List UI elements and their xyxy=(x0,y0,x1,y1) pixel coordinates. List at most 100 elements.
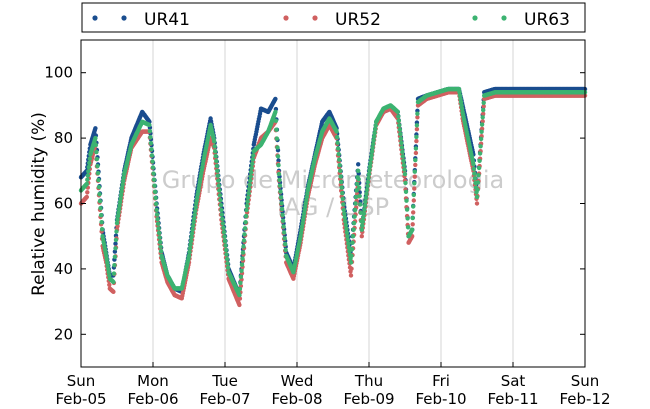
data-point-UR63 xyxy=(403,189,409,194)
data-point-UR63 xyxy=(237,292,242,298)
data-point-UR63 xyxy=(281,224,286,229)
x-tick-weekday: Thu xyxy=(354,372,383,390)
data-point-UR63 xyxy=(150,165,156,170)
data-point-UR63 xyxy=(220,221,226,226)
y-tick-label: 20 xyxy=(54,325,73,343)
data-point-UR63 xyxy=(156,226,161,231)
data-point-UR63 xyxy=(405,216,410,221)
x-tick-date: Feb-09 xyxy=(343,390,394,408)
data-point-UR63 xyxy=(475,180,481,185)
data-point-UR52 xyxy=(107,282,112,287)
data-point-UR63 xyxy=(342,211,347,216)
data-point-UR63 xyxy=(358,202,363,207)
data-point-UR63 xyxy=(212,139,217,144)
legend: UR41 UR52 UR63 xyxy=(81,2,586,33)
data-point-UR63 xyxy=(154,207,159,213)
data-point-UR63 xyxy=(368,156,374,162)
data-point-UR63 xyxy=(116,206,122,212)
data-point-UR63 xyxy=(362,207,367,212)
data-point-UR41 xyxy=(276,158,281,163)
data-point-UR63 xyxy=(111,271,117,276)
data-point-UR63 xyxy=(471,166,477,172)
data-point-UR63 xyxy=(119,189,124,194)
data-point-UR63 xyxy=(119,185,125,191)
data-point-UR63 xyxy=(335,140,340,145)
data-point-UR63 xyxy=(250,157,255,162)
data-point-UR63 xyxy=(366,171,372,177)
data-point-UR63 xyxy=(350,234,356,239)
data-point-UR63 xyxy=(104,253,109,258)
data-point-UR63 xyxy=(245,195,251,200)
data-point-UR63 xyxy=(158,249,164,254)
data-point-UR63 xyxy=(298,234,303,239)
data-point-UR63 xyxy=(239,262,245,267)
data-point-UR63 xyxy=(365,183,370,189)
data-point-UR63 xyxy=(357,185,362,190)
x-tick-weekday: Sun xyxy=(571,372,600,390)
data-point-UR63 xyxy=(193,208,198,214)
data-point-UR63 xyxy=(457,93,463,98)
y-axis-label: Relative humidity (%) xyxy=(29,112,49,296)
data-point-UR63 xyxy=(276,171,282,177)
data-point-UR63 xyxy=(401,163,407,168)
data-point-UR63 xyxy=(241,238,247,243)
legend-marker-UR63 xyxy=(472,15,478,21)
x-tick-date: Feb-11 xyxy=(487,390,538,408)
data-point-UR63 xyxy=(216,178,221,183)
data-point-UR63 xyxy=(336,151,341,157)
data-point-UR63 xyxy=(300,220,305,226)
data-point-UR63 xyxy=(402,171,408,177)
y-tick-label: 60 xyxy=(54,195,73,213)
data-point-UR63 xyxy=(360,219,365,224)
data-point-UR63 xyxy=(191,216,197,221)
data-point-UR63 xyxy=(96,184,102,190)
data-point-UR63 xyxy=(457,90,462,95)
data-point-UR63 xyxy=(481,100,486,106)
data-point-UR63 xyxy=(414,134,419,140)
watermark-line-1: Grupo de Micrometeorologia xyxy=(162,166,504,194)
data-point-UR52 xyxy=(359,234,364,239)
data-point-UR63 xyxy=(149,147,154,152)
data-point-UR63 xyxy=(97,192,102,197)
data-point-UR63 xyxy=(189,231,195,236)
data-point-UR63 xyxy=(216,183,221,188)
legend-marker-UR63 xyxy=(501,15,507,21)
legend-label-UR52: UR52 xyxy=(335,10,381,30)
data-point-UR63 xyxy=(246,191,251,196)
data-point-UR63 xyxy=(399,140,404,146)
data-point-UR63 xyxy=(243,213,249,219)
data-point-UR63 xyxy=(190,223,196,229)
data-point-UR63 xyxy=(361,215,366,220)
data-point-UR63 xyxy=(192,212,197,217)
data-point-UR63 xyxy=(403,180,408,186)
data-point-UR63 xyxy=(361,211,367,216)
data-point-UR63 xyxy=(414,123,420,128)
data-point-UR63 xyxy=(342,215,347,220)
data-point-UR63 xyxy=(301,214,306,219)
data-point-UR63 xyxy=(275,154,281,159)
watermark-line-2: IAG / USP xyxy=(277,193,389,221)
data-point-UR63 xyxy=(352,214,357,219)
data-point-UR63 xyxy=(372,130,377,136)
data-point-UR63 xyxy=(114,220,120,226)
data-point-UR63 xyxy=(345,237,351,243)
data-point-UR63 xyxy=(116,210,121,215)
data-point-UR63 xyxy=(151,171,156,176)
data-point-UR52 xyxy=(348,273,354,278)
data-point-UR52 xyxy=(111,289,116,294)
data-point-UR63 xyxy=(85,177,90,182)
data-point-UR63 xyxy=(112,254,118,259)
data-point-UR63 xyxy=(334,129,339,134)
data-point-UR63 xyxy=(158,244,163,249)
y-tick-label: 100 xyxy=(44,64,73,82)
data-point-UR52 xyxy=(474,201,480,206)
data-point-UR63 xyxy=(278,189,283,194)
data-point-UR63 xyxy=(276,163,281,168)
data-point-UR63 xyxy=(356,168,361,173)
data-point-UR63 xyxy=(281,230,287,235)
data-point-UR63 xyxy=(370,142,376,147)
data-point-UR63 xyxy=(282,236,287,241)
data-point-UR63 xyxy=(363,199,368,205)
data-point-UR63 xyxy=(410,215,415,221)
data-point-UR63 xyxy=(118,196,123,201)
